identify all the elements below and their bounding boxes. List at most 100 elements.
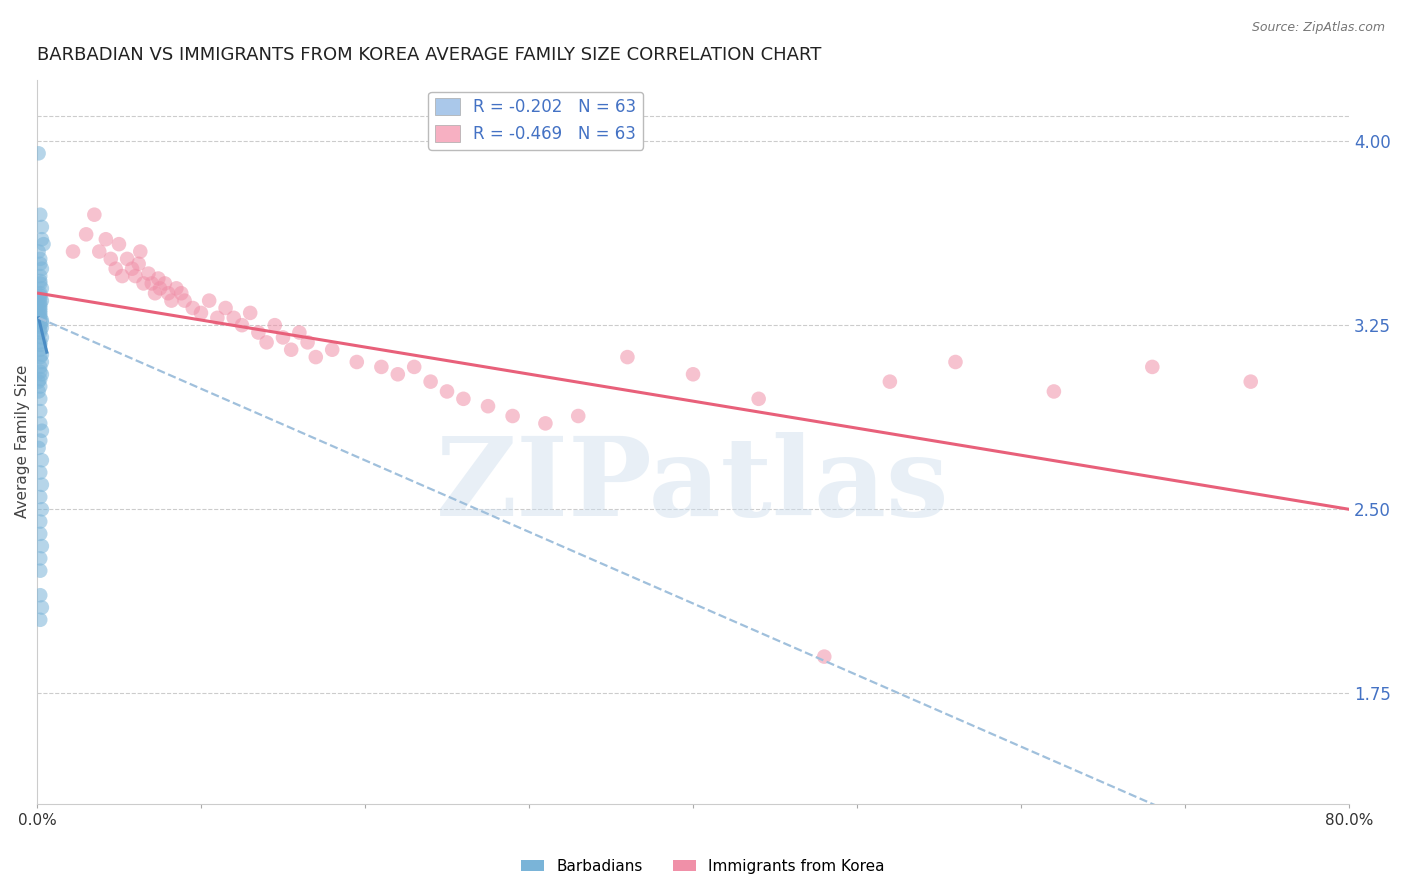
Point [100,252,122,266]
Point [30,404,52,418]
Point [30,551,52,566]
Point [31,368,53,382]
Point [616,350,638,364]
Point [31,232,53,246]
Point [27,146,49,161]
Point [160,293,183,308]
Point [31,261,53,276]
Point [153,277,176,291]
Legend: Barbadians, Immigrants from Korea: Barbadians, Immigrants from Korea [515,853,891,880]
Point [181,301,204,315]
Point [30,277,52,291]
Point [30,335,52,350]
Point [170,286,193,301]
Point [31,355,53,369]
Point [30,392,52,406]
Point [370,359,392,374]
Point [30,286,52,301]
Text: Source: ZipAtlas.com: Source: ZipAtlas.com [1251,21,1385,34]
Point [31,424,53,438]
Point [534,417,557,431]
Point [419,375,441,389]
Point [30,359,52,374]
Point [30,208,52,222]
Point [121,261,143,276]
Point [30,323,52,337]
Point [30,466,52,480]
Point [30,379,52,393]
Point [173,293,195,308]
Point [111,268,134,283]
Point [31,281,53,295]
Point [813,649,835,664]
Point [124,268,146,283]
Point [879,375,901,389]
Text: ZIPatlas: ZIPatlas [436,432,950,539]
Point [32,237,55,252]
Point [1043,384,1066,399]
Point [30,338,52,352]
Point [1240,375,1263,389]
Point [75,227,97,242]
Point [453,392,475,406]
Point [27,441,49,455]
Point [30,588,52,602]
Point [94,232,117,246]
Y-axis label: Average Family Size: Average Family Size [15,365,30,518]
Point [31,330,53,344]
Point [30,350,52,364]
Point [288,326,311,340]
Point [30,318,52,333]
Point [280,343,302,357]
Point [30,301,52,315]
Point [31,293,53,308]
Point [190,306,212,320]
Point [945,355,967,369]
Point [30,417,52,431]
Point [27,244,49,259]
Point [682,368,704,382]
Point [502,409,524,423]
Point [239,306,262,320]
Point [30,526,52,541]
Point [31,539,53,553]
Point [477,399,499,413]
Point [128,257,150,271]
Point [30,372,52,386]
Point [263,318,285,333]
Point [30,252,52,266]
Point [567,409,589,423]
Point [1142,359,1164,374]
Point [387,368,409,382]
Point [30,274,52,288]
Point [31,320,53,334]
Point [89,244,111,259]
Point [31,219,53,234]
Point [30,268,52,283]
Point [30,490,52,504]
Point [157,286,180,301]
Point [271,330,294,344]
Point [27,384,49,399]
Point [30,365,52,379]
Point [31,502,53,516]
Point [404,359,426,374]
Point [31,600,53,615]
Point [30,309,52,323]
Point [31,313,53,327]
Point [30,291,52,305]
Point [31,453,53,467]
Point [30,289,52,303]
Point [30,296,52,310]
Point [104,261,127,276]
Point [231,318,253,333]
Point [30,434,52,448]
Point [214,301,236,315]
Point [62,244,84,259]
Point [30,343,52,357]
Point [149,281,172,295]
Point [346,355,368,369]
Point [31,348,53,362]
Point [207,310,229,325]
Point [30,515,52,529]
